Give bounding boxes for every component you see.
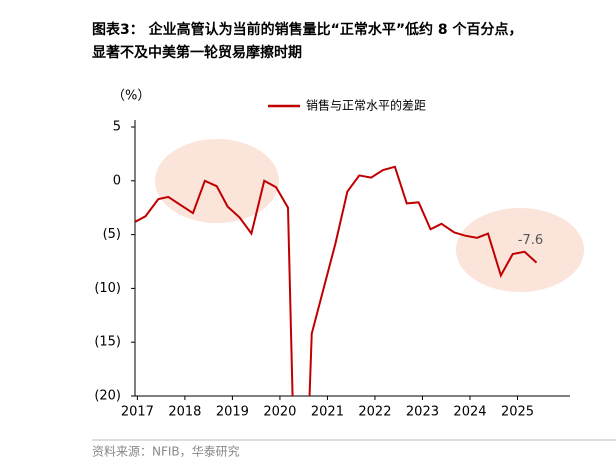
y-tick-label: (15) bbox=[94, 335, 121, 350]
y-tick-label: (5) bbox=[103, 227, 121, 242]
x-tick-label: 2025 bbox=[501, 405, 534, 420]
y-unit: （%） bbox=[112, 89, 150, 104]
line bbox=[135, 165, 538, 396]
highlight bbox=[456, 208, 584, 292]
x-tick-label: 2024 bbox=[453, 405, 486, 420]
source: 资料来源：NFIB，华泰研究 bbox=[92, 444, 240, 459]
x-tick-label: 2023 bbox=[406, 405, 439, 420]
x-tick-label: 2019 bbox=[216, 405, 249, 420]
x-tick-label: 2018 bbox=[168, 405, 201, 420]
highlight bbox=[155, 139, 279, 223]
legend-label: 销售与正常水平的差距 bbox=[306, 98, 426, 113]
x-tick-label: 2020 bbox=[263, 405, 296, 420]
x-tick-label: 2022 bbox=[358, 405, 391, 420]
y-tick-label: (20) bbox=[94, 389, 121, 404]
chart-title: 显著不及中美第一轮贸易摩擦时期 bbox=[92, 44, 302, 61]
chart-title: 图表3： 企业高管认为当前的销售量比“正常水平”低约 8 个百分点， bbox=[92, 21, 523, 38]
x-tick-label: 2021 bbox=[311, 405, 344, 420]
data-label: -7.6 bbox=[518, 233, 543, 248]
y-tick-label: (10) bbox=[94, 281, 121, 296]
y-tick-label: 5 bbox=[113, 120, 121, 135]
y-tick-label: 0 bbox=[113, 173, 121, 188]
x-tick-label: 2017 bbox=[121, 405, 154, 420]
